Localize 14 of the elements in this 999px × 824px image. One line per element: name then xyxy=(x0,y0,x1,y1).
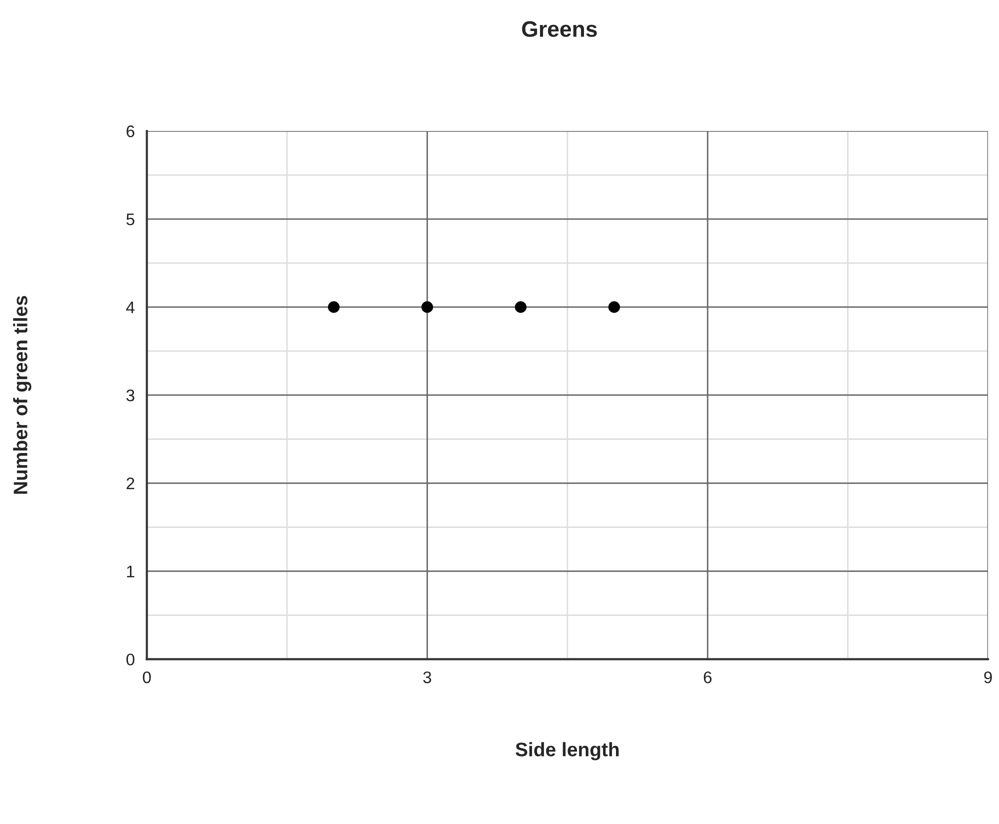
y-tick-label: 0 xyxy=(126,654,134,666)
x-tick-label: 9 xyxy=(984,671,992,684)
y-tick-label: 4 xyxy=(126,302,135,314)
x-tick-label: 0 xyxy=(142,671,151,684)
y-tick-label: 3 xyxy=(126,390,134,402)
y-tick-label: 2 xyxy=(126,478,134,490)
x-axis-title: Side length xyxy=(516,742,619,760)
y-axis-title: Number of green tiles xyxy=(13,296,32,494)
chart-title: Greens xyxy=(522,21,597,37)
y-tick-label: 5 xyxy=(126,214,134,226)
x-tick-label: 3 xyxy=(423,671,432,684)
y-tick-label: 6 xyxy=(126,125,134,138)
y-tick-label: 1 xyxy=(127,566,134,578)
x-tick-label: 6 xyxy=(704,671,712,684)
